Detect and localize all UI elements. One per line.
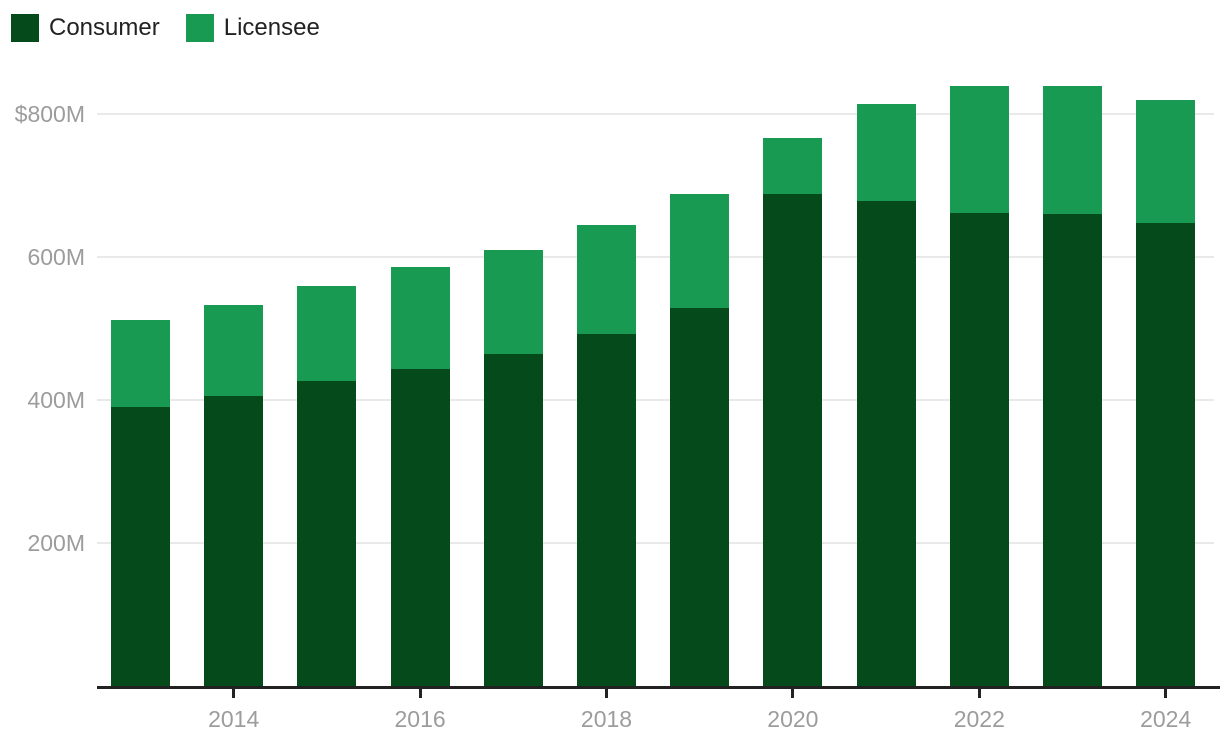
x-tick-2024: [1164, 689, 1168, 698]
x-axis-label-2016: 2016: [394, 706, 446, 732]
x-axis-label-2014: 2014: [208, 706, 260, 732]
y-axis-label-800M: $800M: [14, 101, 85, 127]
x-axis-label-2024: 2024: [1140, 706, 1192, 732]
bar-segment-licensee-2018: [577, 224, 636, 335]
bar-segment-licensee-2015: [297, 286, 357, 382]
bar-segment-consumer-2024: [1136, 223, 1196, 686]
bar-segment-consumer-2014: [204, 395, 264, 686]
legend-label-licensee: Licensee: [223, 14, 320, 41]
consumer-swatch-icon: [11, 14, 39, 42]
bar-segment-licensee-2024: [1136, 99, 1196, 224]
legend-item-consumer: Consumer: [11, 14, 160, 42]
bar-segment-consumer-2017: [483, 353, 543, 686]
bar-segment-consumer-2018: [577, 334, 636, 686]
bar-segment-consumer-2023: [1043, 214, 1102, 686]
licensee-swatch-icon: [185, 14, 214, 42]
x-tick-2014: [232, 689, 236, 698]
bar-segment-licensee-2017: [483, 249, 543, 354]
x-axis-baseline: [97, 686, 1220, 689]
bar-segment-licensee-2021: [856, 103, 916, 202]
legend: Consumer Licensee: [11, 14, 320, 42]
y-axis-label-200M: 200M: [27, 530, 85, 556]
x-tick-2016: [418, 689, 422, 698]
bar-segment-licensee-2020: [763, 137, 823, 195]
bar-segment-consumer-2020: [763, 194, 823, 686]
bar-segment-licensee-2013: [111, 319, 170, 408]
x-axis-label-2018: 2018: [580, 706, 633, 732]
bar-segment-consumer-2019: [670, 307, 730, 686]
gridline-400M: [97, 399, 1214, 401]
x-axis-label-2020: 2020: [767, 706, 819, 732]
bar-segment-licensee-2022: [949, 86, 1009, 213]
bar-segment-consumer-2013: [111, 407, 170, 686]
y-axis-label-400M: 400M: [27, 387, 85, 413]
y-axis-label-600M: 600M: [27, 244, 85, 270]
x-tick-2022: [977, 689, 981, 698]
legend-label-consumer: Consumer: [49, 14, 160, 41]
gridline-800M: [97, 113, 1214, 115]
gridline-200M: [97, 542, 1214, 544]
bar-segment-licensee-2019: [670, 194, 730, 308]
x-tick-2018: [605, 689, 608, 698]
bar-segment-consumer-2021: [856, 201, 916, 686]
gridline-600M: [97, 256, 1214, 258]
bar-segment-consumer-2016: [390, 369, 450, 686]
bar-segment-licensee-2016: [390, 267, 450, 370]
bar-segment-licensee-2014: [204, 304, 264, 396]
legend-item-licensee: Licensee: [185, 14, 320, 42]
bar-segment-consumer-2015: [297, 381, 357, 686]
x-tick-2020: [791, 689, 795, 698]
bar-segment-licensee-2023: [1043, 86, 1102, 215]
bar-segment-consumer-2022: [949, 212, 1009, 686]
x-axis-label-2022: 2022: [953, 706, 1005, 732]
